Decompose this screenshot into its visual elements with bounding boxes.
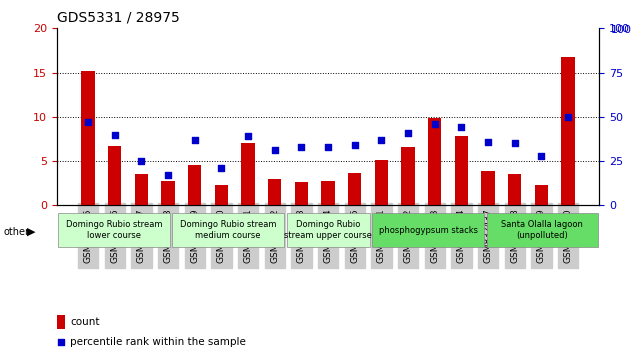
FancyBboxPatch shape xyxy=(487,213,598,247)
Bar xyxy=(268,179,281,205)
Bar xyxy=(455,136,468,205)
Bar xyxy=(321,181,335,205)
Text: count: count xyxy=(71,317,100,327)
Y-axis label: 100%: 100% xyxy=(611,25,631,35)
Text: Domingo Rubio
stream upper course: Domingo Rubio stream upper course xyxy=(284,221,372,240)
Point xyxy=(216,165,227,171)
Point xyxy=(358,278,368,284)
FancyBboxPatch shape xyxy=(286,213,370,247)
Point xyxy=(323,144,333,150)
Point xyxy=(269,148,280,153)
Point xyxy=(297,144,307,150)
Point xyxy=(110,132,120,137)
Point xyxy=(536,153,546,159)
Point xyxy=(403,130,413,136)
Point xyxy=(190,137,200,143)
Point xyxy=(456,125,466,130)
Text: other: other xyxy=(3,227,29,237)
FancyBboxPatch shape xyxy=(58,213,170,247)
Bar xyxy=(508,175,521,205)
Text: ▶: ▶ xyxy=(27,227,35,237)
Bar xyxy=(162,181,175,205)
Text: Santa Olalla lagoon
(unpolluted): Santa Olalla lagoon (unpolluted) xyxy=(502,221,583,240)
Bar xyxy=(81,71,95,205)
Point xyxy=(243,133,253,139)
Bar xyxy=(428,118,442,205)
Point xyxy=(563,114,573,120)
Bar xyxy=(242,143,255,205)
Text: Domingo Rubio stream
medium course: Domingo Rubio stream medium course xyxy=(180,221,276,240)
Bar xyxy=(348,173,362,205)
Bar xyxy=(108,146,121,205)
FancyBboxPatch shape xyxy=(372,213,484,247)
Bar xyxy=(535,185,548,205)
Bar xyxy=(375,160,388,205)
Point xyxy=(510,141,520,146)
Point xyxy=(83,119,93,125)
Bar xyxy=(57,315,65,329)
Bar xyxy=(401,147,415,205)
Bar xyxy=(562,57,575,205)
Point xyxy=(136,158,146,164)
Text: Domingo Rubio stream
lower course: Domingo Rubio stream lower course xyxy=(66,221,162,240)
Point xyxy=(430,121,440,127)
Text: GDS5331 / 28975: GDS5331 / 28975 xyxy=(57,11,180,25)
Bar xyxy=(188,166,201,205)
Point xyxy=(483,139,493,144)
Point xyxy=(350,142,360,148)
Bar xyxy=(135,175,148,205)
Point xyxy=(163,172,173,178)
Bar xyxy=(215,185,228,205)
FancyBboxPatch shape xyxy=(172,213,284,247)
Point xyxy=(377,137,387,143)
Text: phosphogypsum stacks: phosphogypsum stacks xyxy=(379,225,478,235)
Bar xyxy=(481,171,495,205)
Text: percentile rank within the sample: percentile rank within the sample xyxy=(71,337,246,347)
Bar xyxy=(295,182,308,205)
